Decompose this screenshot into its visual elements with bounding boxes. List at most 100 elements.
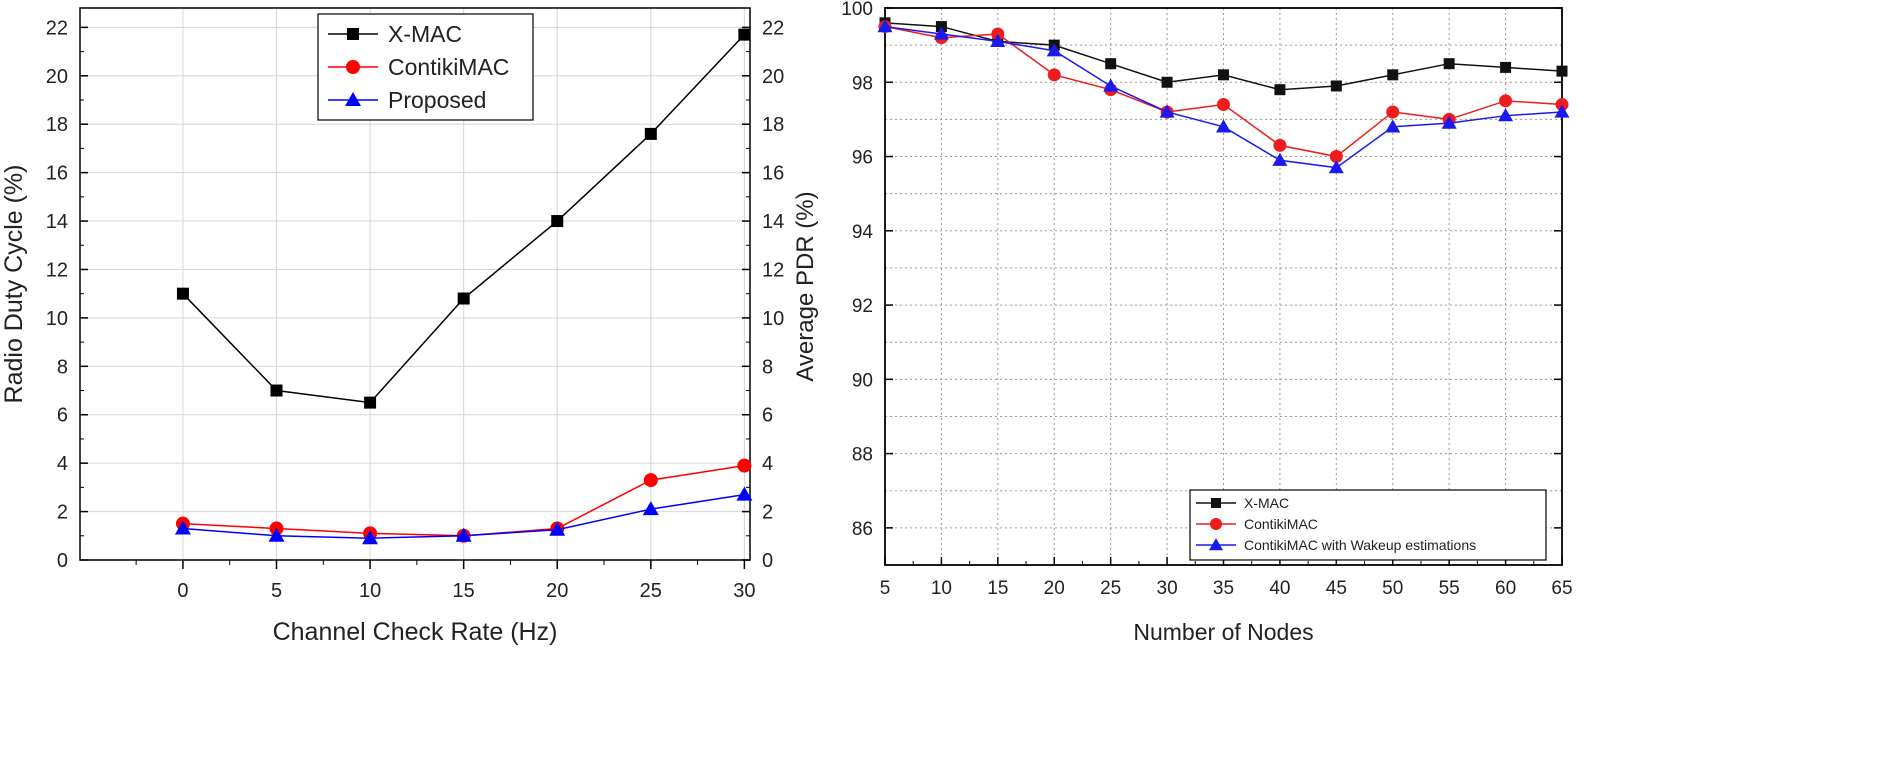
series-2-point — [990, 33, 1006, 48]
series-0-point — [1500, 61, 1512, 73]
legend-label-1: ContikiMAC — [388, 54, 509, 80]
x-tick-label: 10 — [359, 580, 381, 602]
y-tick-label-left: 0 — [57, 550, 68, 572]
y-tick-label-left: 12 — [46, 259, 68, 281]
series-2-point — [455, 527, 472, 542]
series-1-point — [1217, 98, 1230, 112]
series-2-point — [174, 520, 191, 535]
legend-marker-0 — [1211, 498, 1221, 508]
series-0-point — [1330, 80, 1342, 92]
series-0-point — [457, 292, 470, 305]
y-tick-label-right: 4 — [762, 453, 773, 475]
y-tick-label: 100 — [841, 0, 873, 20]
series-2-point — [268, 527, 285, 542]
series-0-point — [551, 215, 564, 228]
legend-box — [1189, 489, 1547, 561]
series-0-point — [1161, 76, 1173, 88]
x-tick-label: 35 — [1213, 578, 1234, 599]
y-tick-label: 90 — [852, 370, 873, 391]
y-tick-label-right: 12 — [762, 259, 784, 281]
x-tick-label: 30 — [733, 580, 755, 602]
series-0-point — [1274, 84, 1286, 96]
y-tick-label-right: 10 — [762, 308, 784, 330]
x-tick-label: 15 — [453, 580, 475, 602]
series-0-point — [1556, 65, 1568, 77]
series-2-point — [1272, 152, 1288, 166]
y-tick-label-right: 0 — [762, 550, 773, 572]
plot-frame — [79, 7, 751, 561]
series-2-point — [1216, 119, 1231, 133]
legend-label-2: Proposed — [388, 87, 486, 113]
series-2-point — [1328, 160, 1344, 174]
legend-marker-2 — [345, 92, 361, 106]
series-2-point — [642, 501, 659, 516]
legend-label-1: ContikiMAC — [1244, 516, 1318, 532]
x-tick-label: 65 — [1551, 578, 1572, 599]
series-2-point — [1159, 104, 1175, 118]
series-1-point — [1047, 68, 1061, 82]
series-0-point — [1105, 58, 1117, 70]
series-0-point — [176, 287, 189, 300]
series-1-point — [1386, 105, 1400, 119]
series-2-point — [1554, 104, 1570, 118]
y-tick-label-right: 14 — [762, 211, 784, 233]
series-2-point — [1103, 78, 1119, 92]
series-2-point — [1385, 119, 1401, 133]
series-0-point — [1387, 69, 1399, 81]
legend-marker-1 — [1210, 518, 1222, 530]
series-1-point — [737, 458, 752, 473]
y-tick-label: 94 — [852, 222, 874, 243]
x-tick-label: 20 — [546, 580, 568, 602]
legend-label-0: X-MAC — [1244, 495, 1289, 511]
y-tick-label-left: 8 — [57, 356, 68, 378]
y-tick-label-right: 6 — [762, 405, 773, 427]
y-tick-label-left: 16 — [46, 163, 68, 185]
series-0-point — [738, 28, 751, 41]
y-tick-label-left: 14 — [46, 211, 68, 233]
series-1-point — [643, 473, 658, 488]
y-tick-label-left: 18 — [46, 114, 68, 136]
y-tick-label-left: 22 — [46, 17, 68, 39]
legend-marker-1 — [346, 60, 360, 74]
y-tick-label-right: 2 — [762, 502, 773, 524]
series-2-point — [736, 486, 753, 501]
y-tick-label-right: 22 — [762, 17, 784, 39]
legend-label-0: X-MAC — [388, 21, 462, 47]
series-2-point — [1441, 115, 1457, 129]
series-2-point — [1046, 43, 1062, 57]
legend-marker-2 — [1209, 538, 1223, 551]
y-tick-label: 86 — [852, 519, 873, 540]
legend-label-2: ContikiMAC with Wakeup estimations — [1244, 537, 1476, 553]
y-tick-label: 98 — [852, 73, 873, 94]
x-tick-label: 0 — [177, 580, 188, 602]
x-tick-label: 10 — [931, 578, 952, 599]
y-tick-label: 88 — [852, 445, 873, 466]
series-2-point — [933, 26, 949, 40]
series-0-point — [270, 384, 283, 397]
y-tick-label-left: 10 — [46, 308, 68, 330]
y-tick-label-right: 18 — [762, 114, 784, 136]
series-1-point — [1329, 150, 1343, 164]
x-tick-label: 55 — [1439, 578, 1460, 599]
y-tick-label-right: 20 — [762, 66, 784, 88]
right-chart: 86 88 90 92 94 96 98 100 5 10 15 20 25 30 35 40 45 50 55 60… — [792, 0, 1573, 645]
x-tick-label: 45 — [1326, 578, 1347, 599]
y-tick-label: 92 — [852, 296, 873, 317]
y-tick-label-left: 20 — [46, 66, 68, 88]
series-0-point — [1218, 69, 1229, 81]
x-tick-label: 5 — [271, 580, 282, 602]
y-axis-title: Average PDR (%) — [792, 191, 819, 381]
series-0-point — [1443, 58, 1455, 70]
series-2-point — [877, 19, 893, 33]
series-1-point — [1499, 94, 1513, 108]
x-tick-label: 20 — [1044, 578, 1065, 599]
y-tick-label: 96 — [852, 148, 873, 169]
series-0-point — [644, 127, 657, 140]
y-axis-title: Radio Duty Cycle (%) — [0, 165, 28, 404]
x-tick-label: 50 — [1382, 578, 1403, 599]
x-axis-title: Channel Check Rate (Hz) — [273, 618, 558, 646]
x-tick-label: 25 — [640, 580, 662, 602]
y-tick-label-right: 16 — [762, 163, 784, 185]
